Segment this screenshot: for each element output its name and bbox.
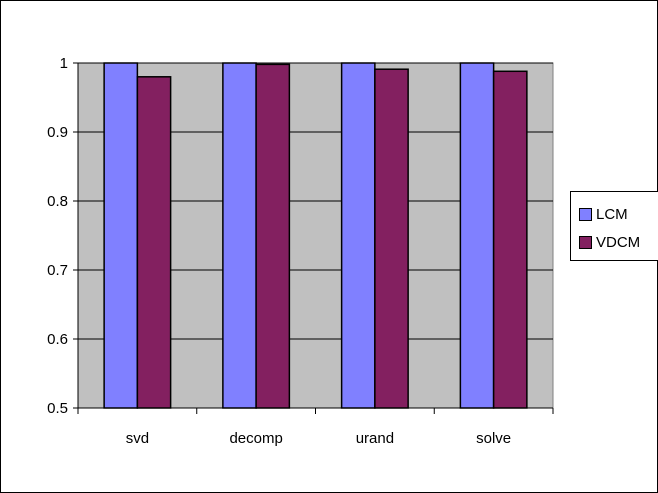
bars [103,62,528,409]
bar-vdcm-svd [136,76,172,409]
bar-lcm-solve [459,62,495,409]
tick-labels: 0.5 0.6 0.7 0.8 0.9 1 svd decomp urand solve [47,55,511,447]
legend-label-lcm: LCM [596,205,628,223]
legend-label-vdcm: VDCM [596,233,641,251]
bar-lcm-svd [103,62,139,409]
y-tick-label: 0.9 [47,124,68,141]
bar-vdcm-solve [492,70,528,409]
ticks [73,62,554,414]
y-tick-label: 0.8 [47,193,68,210]
legend-item-vdcm: VDCM [579,233,640,251]
legend-swatch-lcm [579,207,592,221]
legend: LCM VDCM [570,191,658,261]
y-tick-label: 0.6 [47,331,68,348]
bar-lcm-urand [340,62,376,409]
x-tick-label: urand [356,430,394,447]
x-tick-label: decomp [229,430,282,447]
x-tick-label: solve [476,430,511,447]
legend-item-lcm: LCM [579,205,628,223]
y-tick-label: 0.7 [47,262,68,279]
x-tick-label: svd [126,430,149,447]
y-tick-label: 0.5 [47,400,68,417]
bar-lcm-decomp [222,62,257,409]
y-tick-label: 1 [60,55,68,72]
bar-vdcm-urand [374,68,409,409]
legend-swatch-vdcm [579,235,592,249]
bar-vdcm-decomp [255,63,291,409]
